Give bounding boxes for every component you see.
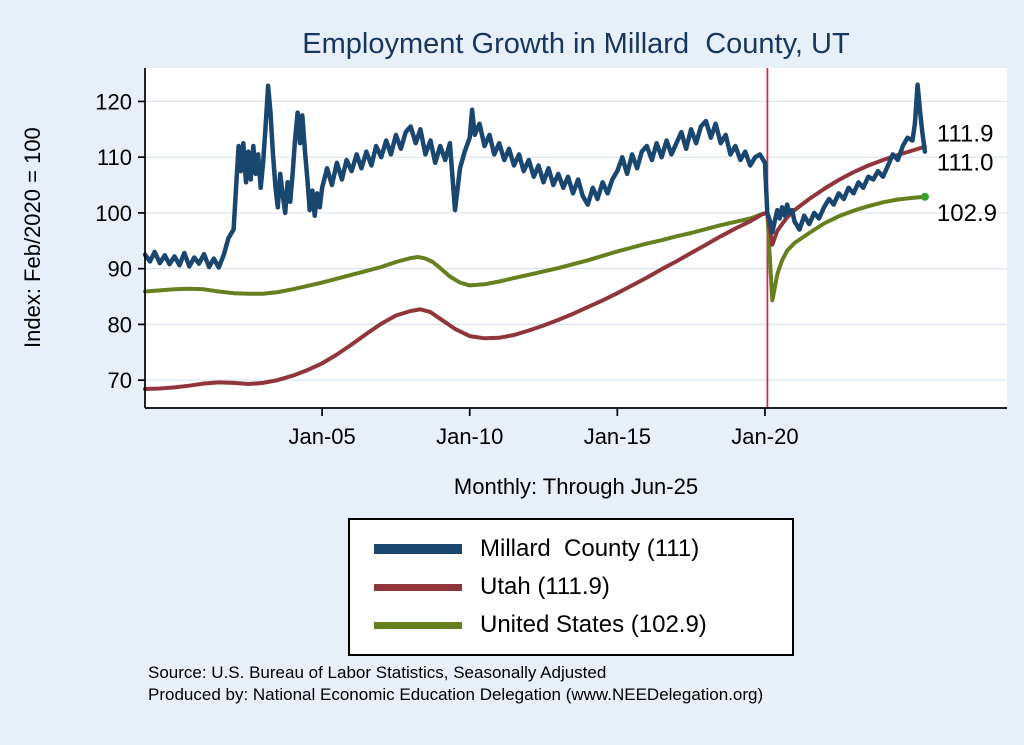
united-states-series-line — [143, 194, 927, 303]
millard-county-series-line — [142, 82, 928, 270]
united-states-end-label: 102.9 — [937, 200, 997, 227]
legend-swatch-millard-county — [374, 544, 462, 554]
legend-item-millard-county: Millard County (111) — [374, 530, 792, 568]
y-tick-label: 100 — [95, 201, 132, 226]
legend-swatch-united-states — [374, 621, 462, 629]
utah-end-label: 111.9 — [937, 121, 994, 148]
legend-label-utah: Utah (111.9) — [480, 573, 610, 600]
x-tick-label: Jan-10 — [436, 424, 503, 449]
millard-county-end-label: 111.0 — [937, 150, 994, 177]
y-tick-label: 70 — [108, 368, 132, 393]
x-tick-label: Jan-15 — [584, 424, 651, 449]
y-tick-label: 90 — [108, 257, 132, 282]
legend-item-united-states: United States (102.9) — [374, 606, 792, 644]
chart-title: Employment Growth in Millard County, UT — [302, 28, 850, 60]
legend-swatch-utah — [374, 583, 462, 591]
legend-item-utah: Utah (111.9) — [374, 568, 792, 606]
plot-background — [145, 68, 1007, 408]
y-tick-label: 110 — [97, 145, 132, 170]
produced-by-line: Produced by: National Economic Education… — [148, 685, 764, 704]
x-tick-label: Jan-05 — [288, 424, 355, 449]
legend: Millard County (111) Utah (111.9) United… — [348, 518, 794, 656]
legend-label-united-states: United States (102.9) — [480, 611, 707, 638]
source-note: Source: U.S. Bureau of Labor Statistics,… — [148, 662, 763, 706]
y-tick-label: 80 — [108, 312, 132, 337]
chart-subtitle: Monthly: Through Jun-25 — [453, 474, 699, 499]
x-tick-label: Jan-20 — [731, 424, 798, 449]
source-line: Source: U.S. Bureau of Labor Statistics,… — [148, 663, 607, 682]
united-states-latest-point-marker — [920, 192, 929, 201]
legend-label-millard-county: Millard County (111) — [480, 535, 700, 562]
y-tick-label: 120 — [95, 89, 132, 114]
